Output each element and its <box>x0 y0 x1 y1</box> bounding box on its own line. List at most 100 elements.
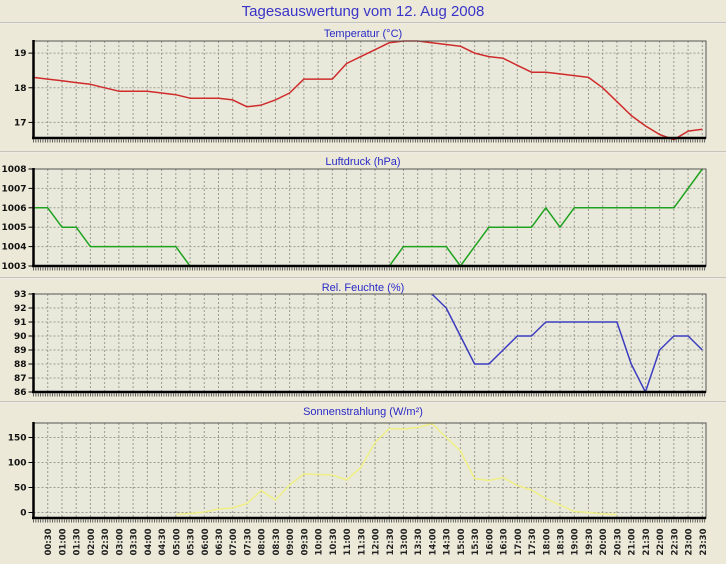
svg-text:89: 89 <box>14 346 27 356</box>
plot-area <box>33 294 706 392</box>
svg-text:06:00: 06:00 <box>201 528 211 555</box>
temperature-section: Temperatur (°C) 17 18 19 <box>0 25 726 151</box>
svg-text:12:00: 12:00 <box>372 528 382 555</box>
svg-text:150: 150 <box>8 434 27 444</box>
svg-text:08:00: 08:00 <box>258 528 268 555</box>
svg-text:87: 87 <box>14 374 27 384</box>
svg-text:04:00: 04:00 <box>144 528 154 555</box>
pressure-chart-title: Luftdruck (hPa) <box>325 156 401 168</box>
humidity-series-line <box>431 293 703 393</box>
svg-text:03:30: 03:30 <box>130 528 140 555</box>
svg-text:88: 88 <box>14 360 27 370</box>
svg-text:18: 18 <box>14 84 27 94</box>
svg-text:1008: 1008 <box>1 165 26 175</box>
svg-text:15:00: 15:00 <box>457 528 467 555</box>
svg-text:19:00: 19:00 <box>571 528 581 555</box>
svg-text:23:30: 23:30 <box>699 528 709 555</box>
svg-text:50: 50 <box>14 484 27 494</box>
svg-text:22:00: 22:00 <box>656 528 666 555</box>
svg-text:00:30: 00:30 <box>44 528 54 555</box>
x-axis-minor-ticks <box>33 393 706 397</box>
svg-text:93: 93 <box>14 290 27 300</box>
svg-text:05:30: 05:30 <box>187 528 197 555</box>
y-axis-tick-labels: 86 87 88 89 90 91 92 93 <box>14 290 27 398</box>
radiation-chart-title: Sonnenstrahlung (W/m²) <box>303 406 423 418</box>
svg-text:1004: 1004 <box>1 243 26 253</box>
svg-text:01:00: 01:00 <box>58 528 68 555</box>
section-divider <box>0 151 726 153</box>
plot-area <box>33 41 706 138</box>
x-axis-minor-ticks <box>33 267 706 271</box>
svg-text:09:30: 09:30 <box>300 528 310 555</box>
svg-text:86: 86 <box>14 388 27 398</box>
svg-text:04:30: 04:30 <box>158 528 168 555</box>
svg-text:19:30: 19:30 <box>585 528 595 555</box>
svg-text:13:00: 13:00 <box>400 528 410 555</box>
x-axis-minor-ticks <box>33 139 706 143</box>
svg-text:17: 17 <box>14 118 27 128</box>
svg-text:90: 90 <box>14 332 27 342</box>
temperature-chart-title: Temperatur (°C) <box>323 28 403 40</box>
humidity-section: Rel. Feuchte (%) 86 87 88 89 90 91 92 93 <box>0 279 726 401</box>
section-divider <box>0 277 726 279</box>
plot-area <box>33 423 706 518</box>
svg-text:16:00: 16:00 <box>485 528 495 555</box>
svg-text:20:00: 20:00 <box>599 528 609 555</box>
svg-text:11:30: 11:30 <box>357 528 367 555</box>
svg-text:17:30: 17:30 <box>528 528 538 555</box>
svg-text:20:30: 20:30 <box>613 528 623 555</box>
svg-text:22:30: 22:30 <box>670 528 680 555</box>
svg-text:07:00: 07:00 <box>229 528 239 555</box>
svg-text:14:30: 14:30 <box>443 528 453 555</box>
svg-text:23:00: 23:00 <box>685 528 695 555</box>
svg-text:100: 100 <box>8 459 27 469</box>
page-title: Tagesauswertung vom 12. Aug 2008 <box>241 3 485 20</box>
svg-text:14:00: 14:00 <box>428 528 438 555</box>
svg-text:08:30: 08:30 <box>272 528 282 555</box>
svg-text:09:00: 09:00 <box>286 528 296 555</box>
plot-area <box>33 169 706 266</box>
svg-text:03:00: 03:00 <box>115 528 125 555</box>
svg-text:05:00: 05:00 <box>172 528 182 555</box>
svg-text:12:30: 12:30 <box>386 528 396 555</box>
pressure-chart: 1003 1004 1005 1006 1007 1008 <box>1 165 707 272</box>
svg-text:02:30: 02:30 <box>101 528 111 555</box>
svg-text:13:30: 13:30 <box>414 528 424 555</box>
svg-text:10:00: 10:00 <box>315 528 325 555</box>
svg-text:1007: 1007 <box>1 184 26 194</box>
svg-text:91: 91 <box>14 318 27 328</box>
section-divider <box>0 22 726 24</box>
humidity-chart-title: Rel. Feuchte (%) <box>321 282 405 294</box>
radiation-section: Sonnenstrahlung (W/m²) 0 50 100 150 00:30 01:… <box>0 403 726 564</box>
svg-text:18:30: 18:30 <box>557 528 567 555</box>
radiation-series-line <box>175 422 617 516</box>
svg-text:02:00: 02:00 <box>87 528 97 555</box>
temperature-series-line <box>33 40 703 141</box>
svg-text:01:30: 01:30 <box>73 528 83 555</box>
svg-text:1005: 1005 <box>1 223 26 233</box>
svg-text:1003: 1003 <box>1 262 26 272</box>
svg-text:07:30: 07:30 <box>243 528 253 555</box>
humidity-chart: 86 87 88 89 90 91 92 93 <box>14 290 707 398</box>
svg-text:18:00: 18:00 <box>542 528 552 555</box>
svg-text:21:00: 21:00 <box>628 528 638 555</box>
svg-text:21:30: 21:30 <box>642 528 652 555</box>
x-axis-minor-ticks <box>33 519 706 523</box>
gridlines <box>33 41 706 138</box>
svg-text:15:30: 15:30 <box>471 528 481 555</box>
svg-text:10:30: 10:30 <box>329 528 339 555</box>
svg-text:92: 92 <box>14 304 27 314</box>
y-axis-tick-labels: 1003 1004 1005 1006 1007 1008 <box>1 165 26 272</box>
y-axis-tick-labels: 0 50 100 150 <box>8 434 27 519</box>
svg-text:19: 19 <box>14 49 27 59</box>
pressure-section: Luftdruck (hPa) 1003 1004 1005 1006 1007 1008 <box>0 153 726 277</box>
svg-text:11:00: 11:00 <box>343 528 353 555</box>
x-axis-tick-labels: 00:30 01:00 01:30 02:00 02:30 03:00 03:30 04:00… <box>44 528 709 555</box>
svg-text:0: 0 <box>20 509 26 519</box>
y-axis-tick-labels: 17 18 19 <box>14 49 27 128</box>
temperature-chart: 17 18 19 <box>14 40 707 143</box>
svg-text:06:30: 06:30 <box>215 528 225 555</box>
svg-text:1006: 1006 <box>1 204 26 214</box>
